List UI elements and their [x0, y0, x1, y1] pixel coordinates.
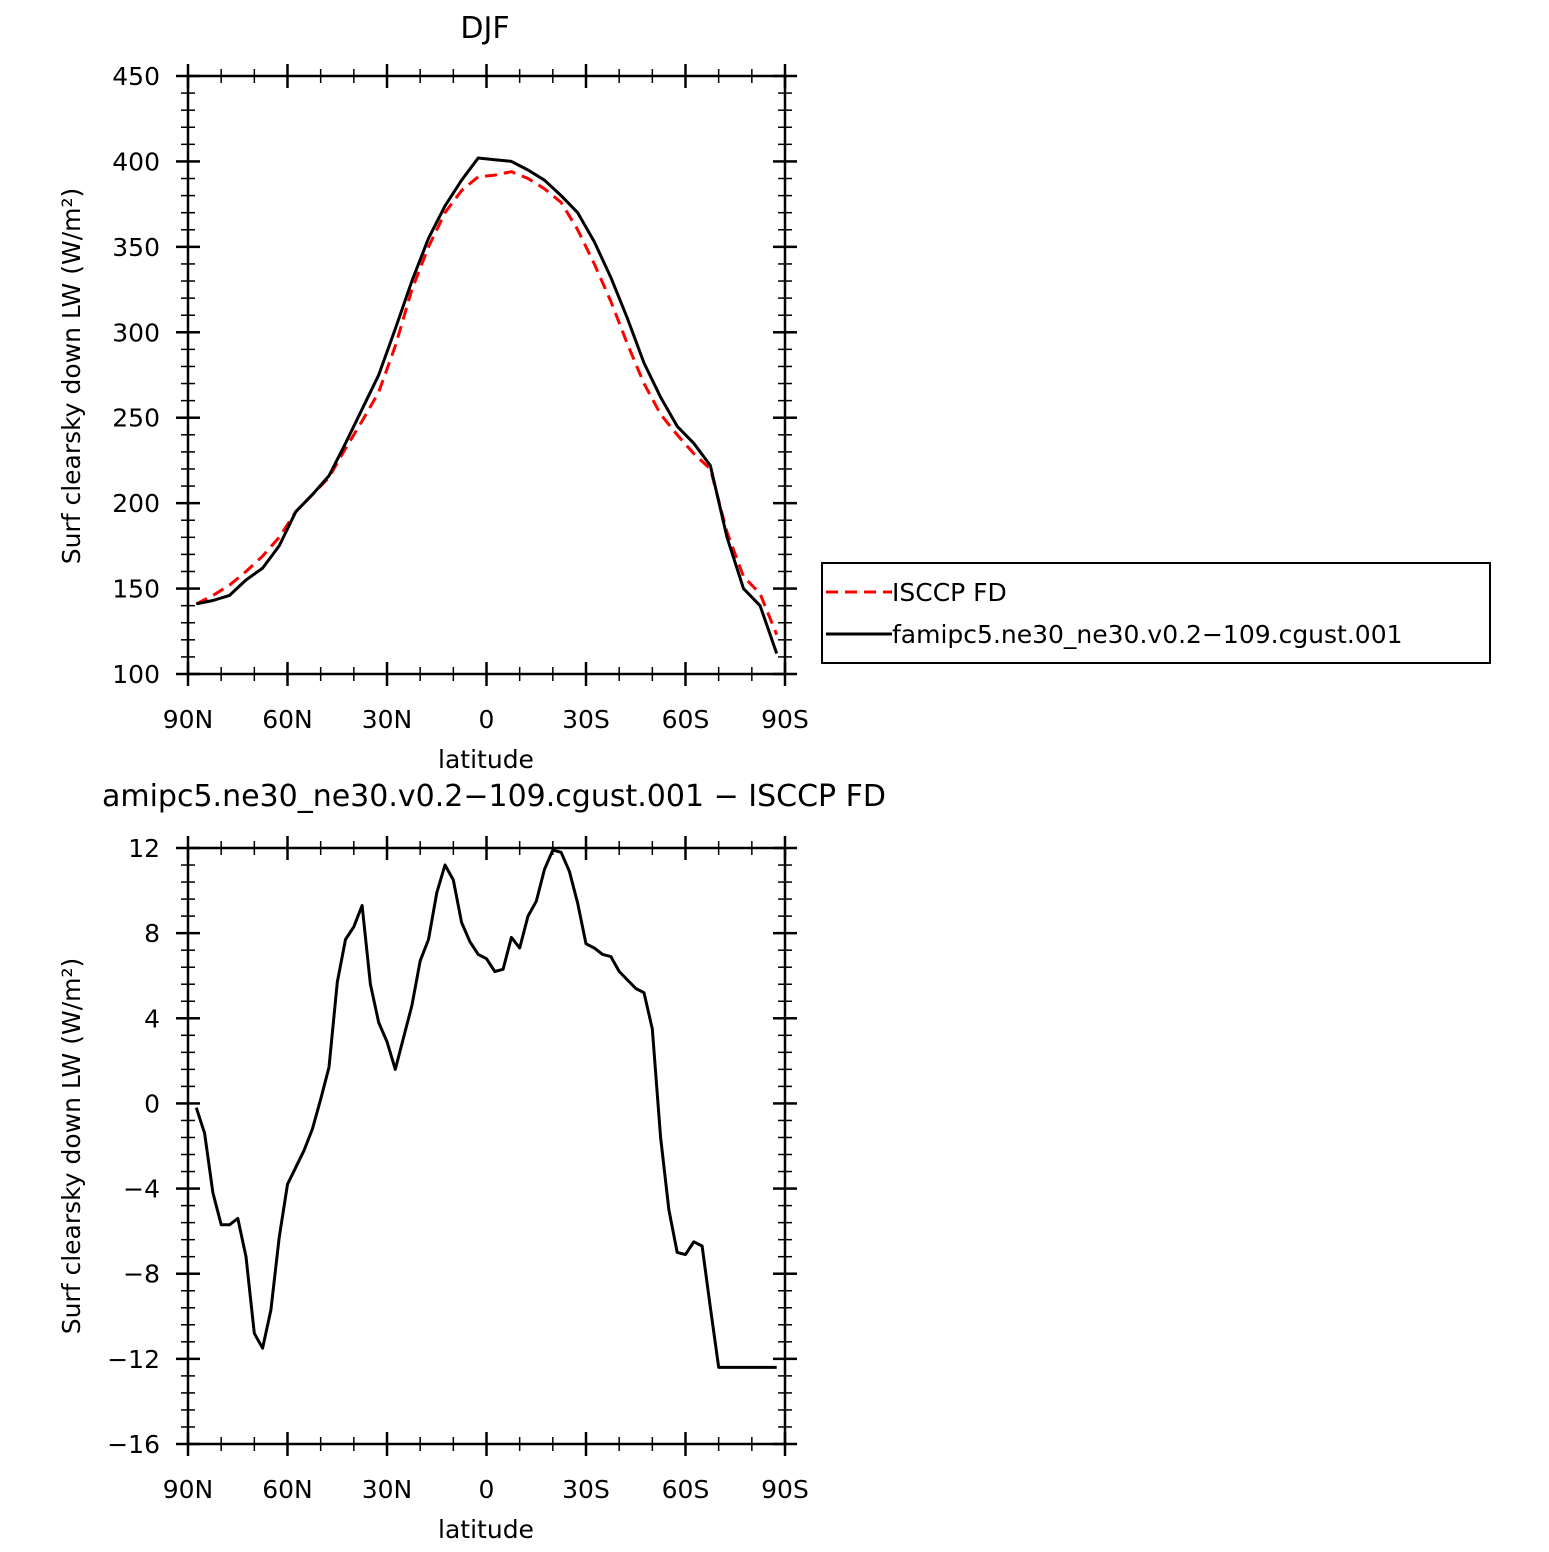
- bottom-y-tick-label: 4: [144, 1004, 160, 1033]
- top-chart-title: DJF: [460, 11, 509, 46]
- bottom-y-tick-label: −8: [123, 1260, 160, 1289]
- top-x-tick-label: 60S: [662, 705, 710, 734]
- top-y-tick-label: 450: [112, 62, 160, 91]
- bottom-chart-title: amipc5.ne30_ne30.v0.2−109.cgust.001 − IS…: [102, 779, 886, 814]
- bottom-x-tick-label: 60N: [262, 1475, 313, 1504]
- bottom-y-tick-label: 12: [128, 834, 160, 863]
- top-y-tick-label: 350: [112, 233, 160, 262]
- top-y-tick-label: 150: [112, 575, 160, 604]
- top-x-tick-labels: 90N 60N 30N 0 30S 60S 90S: [163, 705, 809, 734]
- bottom-x-tick-labels: 90N 60N 30N 0 30S 60S 90S: [163, 1475, 809, 1504]
- bottom-x-axis-label: latitude: [438, 1515, 534, 1544]
- top-panel: DJF Surf clearsky down LW (W/m²) latitud…: [57, 11, 809, 774]
- top-x-tick-label: 60N: [262, 705, 313, 734]
- top-series-line-1: [195, 156, 779, 654]
- top-y-tick-label: 200: [112, 489, 160, 518]
- top-y-tick-labels: 100 150 200 250 300 350 400 450: [112, 62, 160, 689]
- bottom-y-tick-labels: −16 −12 −8 −4 0 4 8 12: [107, 834, 160, 1459]
- top-x-tick-label: 0: [479, 705, 495, 734]
- bottom-x-tick-label: 90N: [163, 1475, 214, 1504]
- bottom-series-line-0: [194, 848, 777, 1369]
- bottom-y-tick-label: 0: [144, 1089, 160, 1118]
- top-x-tick-label: 30S: [562, 705, 610, 734]
- top-tick-marks: [176, 64, 797, 686]
- legend-label-isccp: ISCCP FD: [892, 578, 1007, 607]
- top-series-lines: [195, 156, 779, 654]
- bottom-plot-frame: [186, 846, 787, 1446]
- bottom-y-tick-label: −16: [107, 1430, 160, 1459]
- bottom-x-tick-label: 30S: [562, 1475, 610, 1504]
- top-y-tick-label: 400: [112, 147, 160, 176]
- bottom-x-tick-label: 0: [479, 1475, 495, 1504]
- top-y-tick-label: 100: [112, 660, 160, 689]
- top-y-tick-label: 300: [112, 318, 160, 347]
- top-x-tick-label: 90S: [761, 705, 809, 734]
- top-x-tick-label: 30N: [362, 705, 413, 734]
- legend-box: [821, 562, 1491, 664]
- top-x-tick-label: 90N: [163, 705, 214, 734]
- bottom-x-tick-label: 30N: [362, 1475, 413, 1504]
- legend-label-model: famipc5.ne30_ne30.v0.2−109.cgust.001: [892, 620, 1403, 649]
- bottom-series-lines: [194, 848, 777, 1369]
- bottom-y-tick-label: −12: [107, 1345, 160, 1374]
- bottom-panel: amipc5.ne30_ne30.v0.2−109.cgust.001 − IS…: [57, 779, 886, 1544]
- top-y-axis-label: Surf clearsky down LW (W/m²): [57, 188, 86, 565]
- bottom-x-tick-label: 90S: [761, 1475, 809, 1504]
- top-series-line-0: [195, 170, 779, 636]
- top-x-axis-label: latitude: [438, 745, 534, 774]
- top-y-tick-label: 250: [112, 404, 160, 433]
- bottom-y-axis-label: Surf clearsky down LW (W/m²): [57, 958, 86, 1335]
- bottom-x-tick-label: 60S: [662, 1475, 710, 1504]
- bottom-y-tick-label: −4: [123, 1175, 160, 1204]
- top-plot-frame: [186, 74, 787, 676]
- legend: ISCCP FD famipc5.ne30_ne30.v0.2−109.cgus…: [821, 562, 1491, 664]
- bottom-y-tick-label: 8: [144, 919, 160, 948]
- bottom-tick-marks: [176, 836, 797, 1456]
